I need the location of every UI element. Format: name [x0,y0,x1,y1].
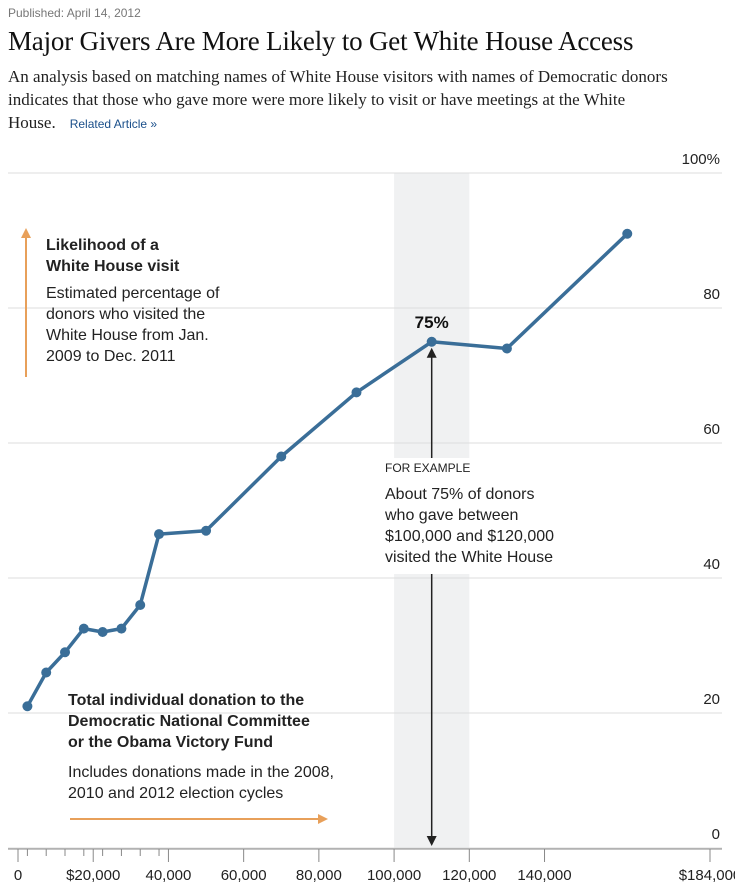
x-annotation-title-line: or the Obama Victory Fund [68,734,274,751]
x-annotation-title-line: Total individual donation to the [68,692,305,709]
x-tick-label: $184,000 [679,867,735,884]
x-axis: 0 $20,000 40,000 60,000 80,000 100,000 120,000… [8,848,735,884]
example-body-line: About 75% of donors [385,486,535,503]
x-tick-label: 0 [14,867,22,884]
data-point [78,623,89,634]
y-tick-label: 80 [703,286,720,303]
data-point [41,667,52,678]
y-annotation-title: Likelihood of a White House visit [46,235,276,277]
x-annotation-body: Includes donations made in the 2008, 201… [68,762,388,804]
example-kicker: FOR EXAMPLE [385,461,471,475]
data-point [426,336,437,347]
data-point [154,529,165,540]
y-annotation-body-line: donors who visited the [46,306,206,323]
data-point [622,228,633,239]
example-pointer-arrowhead-up [426,347,437,358]
x-tick-label: 80,000 [296,867,342,884]
example-pointer-arrowhead-down [426,836,437,846]
grid-layer: 100% 80 60 40 20 0 [8,151,722,849]
x-tick-label: 100,000 [367,867,421,884]
y-tick-label: 20 [703,691,720,708]
x-annotation: Total individual donation to the Democra… [68,690,388,804]
page-title: Major Givers Are More Likely to Get Whit… [8,26,634,56]
y-annotation-title-line: Likelihood of a [46,237,159,254]
y-tick-label: 60 [703,421,720,438]
y-annotation-body: Estimated percentage of donors who visit… [46,283,276,367]
y-annotation: Likelihood of a White House visit Estima… [46,235,276,367]
x-tick-label: 120,000 [442,867,496,884]
x-tick-label: 40,000 [145,867,191,884]
data-point [22,701,33,712]
data-point [135,600,146,610]
y-tick-label: 100% [682,151,720,168]
y-annotation-body-line: White House from Jan. [46,327,209,344]
subtitle-text: An analysis based on matching names of W… [8,67,668,132]
x-tick-label: 60,000 [221,867,267,884]
data-point [97,627,108,637]
example-body-line: who gave between [385,507,519,524]
x-annotation-body-line: 2010 and 2012 election cycles [68,785,284,802]
example-body: About 75% of donors who gave between $10… [385,484,600,568]
data-point [201,525,212,536]
example-pointer [426,347,437,846]
data-point [501,343,512,354]
x-tick-label: $20,000 [66,867,120,884]
example-body-line: $100,000 and $120,000 [385,528,555,545]
x-tick-label: 140,000 [517,867,571,884]
x-annotation-title-line: Democratic National Committee [68,713,310,730]
annotation-arrows [21,228,328,824]
example-body-line: visited the White House [385,549,554,566]
y-annotation-body-line: Estimated percentage of [46,285,220,302]
data-point [351,387,362,398]
x-annotation-body-line: Includes donations made in the 2008, [68,764,334,781]
example-value-label: 75% [415,313,449,332]
x-annotation-arrowhead [318,814,328,824]
x-annotation-title: Total individual donation to the Democra… [68,690,388,753]
series-layer: 75% [22,228,633,712]
data-point [276,451,287,462]
related-article-link[interactable]: Related Article » [69,117,158,131]
y-tick-label: 0 [712,826,720,843]
y-annotation-body-line: 2009 to Dec. 2011 [46,348,176,365]
y-annotation-arrowhead [21,228,31,238]
y-tick-label: 40 [703,556,720,573]
published-date: Published: April 14, 2012 [8,6,141,20]
data-point [60,647,71,658]
y-annotation-title-line: White House visit [46,258,180,275]
data-point [116,623,127,634]
page-subtitle: An analysis based on matching names of W… [8,65,708,134]
example-annotation: FOR EXAMPLE About 75% of donors who gave… [385,458,600,574]
